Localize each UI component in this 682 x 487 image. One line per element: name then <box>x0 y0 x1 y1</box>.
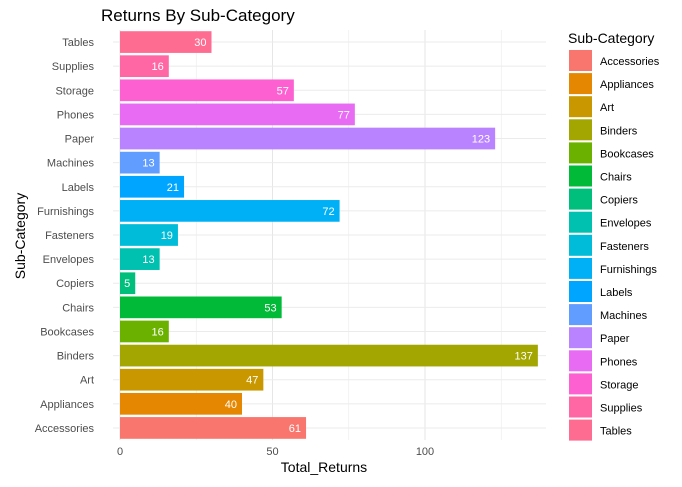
y-tick-label-copiers: Copiers <box>56 278 94 290</box>
legend-key-furnishings <box>569 257 592 279</box>
y-tick-label-supplies: Supplies <box>52 61 95 73</box>
bar-value-label-binders: 137 <box>514 351 532 363</box>
bars: 61 40 47 137 16 53 5 13 19 72 21 13 123 77 57 16 30 <box>120 31 538 439</box>
x-tick-label: 100 <box>416 446 434 458</box>
y-tick-label-art: Art <box>80 375 94 387</box>
legend-key-appliances <box>569 73 592 95</box>
bar-copiers <box>120 272 136 295</box>
bar-value-label-machines: 13 <box>142 158 154 170</box>
y-tick-label-appliances: Appliances <box>40 399 94 411</box>
bar-labels <box>120 175 185 198</box>
legend-key-tables <box>569 419 592 441</box>
bar-value-label-art: 47 <box>246 375 258 387</box>
bar-appliances <box>120 392 242 415</box>
bar-value-label-accessories: 61 <box>289 423 301 435</box>
legend-key-fasteners <box>569 234 592 256</box>
bar-value-label-appliances: 40 <box>225 399 237 411</box>
legend-label-envelopes: Envelopes <box>600 218 652 230</box>
legend-label-paper: Paper <box>600 333 630 345</box>
y-tick-label-fasteners: Fasteners <box>45 230 94 242</box>
bar-value-label-labels: 21 <box>167 182 179 194</box>
y-tick-label-tables: Tables <box>62 37 94 49</box>
bar-furnishings <box>120 200 340 222</box>
x-tick-label: 50 <box>266 446 278 458</box>
bar-value-label-storage: 57 <box>277 85 289 97</box>
y-tick-label-machines: Machines <box>47 158 95 170</box>
bar-fasteners <box>120 224 178 246</box>
legend-key-copiers <box>569 188 592 210</box>
x-tick-label: 0 <box>117 446 123 458</box>
legend-label-fasteners: Fasteners <box>600 241 649 253</box>
bar-phones <box>120 103 355 126</box>
y-tick-label-furnishings: Furnishings <box>37 206 94 218</box>
legend-label-tables: Tables <box>600 426 632 438</box>
legend: Sub-Category Accessories Appliances Art Bin… <box>568 30 660 441</box>
y-tick-label-bookcases: Bookcases <box>40 326 94 338</box>
legend-label-storage: Storage <box>600 379 639 391</box>
bar-paper <box>120 127 496 150</box>
bar-value-label-paper: 123 <box>472 134 490 146</box>
chart-title: Returns By Sub-Category <box>101 6 295 25</box>
y-tick-label-binders: Binders <box>57 351 95 363</box>
legend-key-phones <box>569 350 592 372</box>
bar-value-label-furnishings: 72 <box>322 206 334 218</box>
legend-key-accessories <box>569 50 592 71</box>
legend-label-accessories: Accessories <box>600 56 660 68</box>
legend-key-bookcases <box>569 142 592 164</box>
bar-bookcases <box>120 320 169 343</box>
bar-value-label-copiers: 5 <box>124 278 130 290</box>
legend-label-binders: Binders <box>600 125 638 137</box>
legend-label-art: Art <box>600 102 614 114</box>
legend-key-chairs <box>569 165 592 187</box>
y-tick-label-storage: Storage <box>55 85 94 97</box>
y-tick-label-phones: Phones <box>57 109 95 121</box>
bar-value-label-envelopes: 13 <box>142 254 154 266</box>
y-tick-label-paper: Paper <box>65 134 95 146</box>
legend-key-labels <box>569 281 592 302</box>
legend-key-storage <box>569 373 592 395</box>
x-axis-title: Total_Returns <box>281 459 367 475</box>
bar-accessories <box>120 417 307 439</box>
legend-label-phones: Phones <box>600 356 638 368</box>
bar-value-label-tables: 30 <box>194 37 206 49</box>
y-tick-label-accessories: Accessories <box>35 423 95 435</box>
x-tick-labels: 0 50 100 <box>117 446 434 458</box>
bar-value-label-fasteners: 19 <box>161 230 173 242</box>
legend-label-furnishings: Furnishings <box>600 264 657 276</box>
legend-key-paper <box>569 327 592 349</box>
legend-label-supplies: Supplies <box>600 403 643 415</box>
legend-label-bookcases: Bookcases <box>600 148 654 160</box>
bar-supplies <box>120 55 169 78</box>
bar-value-label-chairs: 53 <box>264 302 276 314</box>
bar-value-label-supplies: 16 <box>152 61 164 73</box>
bar-tables <box>120 31 212 53</box>
legend-label-labels: Labels <box>600 287 633 299</box>
y-tick-label-chairs: Chairs <box>62 302 94 314</box>
legend-label-appliances: Appliances <box>600 79 654 91</box>
y-axis-title: Sub-Category <box>12 193 28 279</box>
legend-label-copiers: Copiers <box>600 195 638 207</box>
legend-title: Sub-Category <box>568 30 654 46</box>
bar-chairs <box>120 296 282 319</box>
bar-art <box>120 368 264 391</box>
legend-key-binders <box>569 119 592 141</box>
y-tick-label-labels: Labels <box>62 182 95 194</box>
bar-envelopes <box>120 248 160 270</box>
legend-key-envelopes <box>569 211 592 233</box>
bar-binders <box>120 344 538 367</box>
y-tick-labels: Accessories Appliances Art Binders Bookcases… <box>35 37 95 435</box>
bar-machines <box>120 151 160 174</box>
legend-key-art <box>569 96 592 118</box>
legend-label-machines: Machines <box>600 310 648 322</box>
bar-storage <box>120 79 294 102</box>
legend-key-supplies <box>569 396 592 418</box>
bar-value-label-phones: 77 <box>338 109 350 121</box>
y-tick-label-envelopes: Envelopes <box>43 254 95 266</box>
legend-key-machines <box>569 304 592 326</box>
bar-value-label-bookcases: 16 <box>152 326 164 338</box>
legend-label-chairs: Chairs <box>600 172 632 184</box>
